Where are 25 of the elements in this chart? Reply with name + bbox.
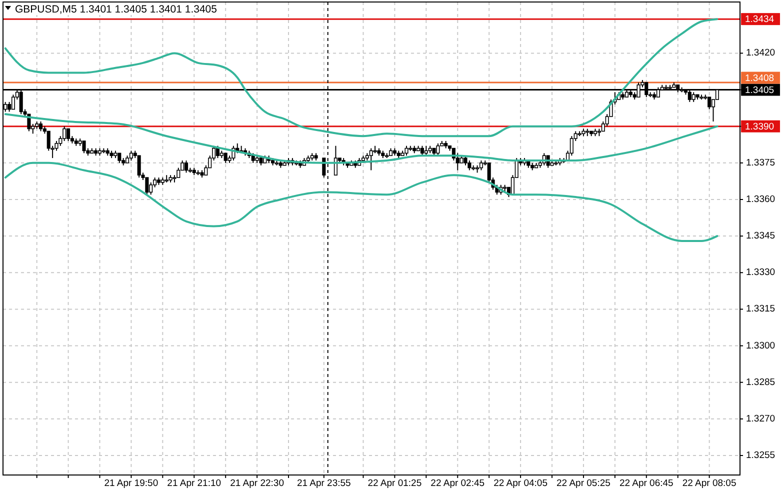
x-tick-label: 22 Apr 04:05 xyxy=(494,478,548,489)
ref-line-label: 1.3434 xyxy=(745,14,774,26)
ref-line-label: 1.3408 xyxy=(745,72,774,84)
y-tick-label: 1.3375 xyxy=(746,157,776,168)
x-tick-label: 22 Apr 08:05 xyxy=(682,478,736,489)
x-tick-label: 21 Apr 23:55 xyxy=(296,478,351,489)
y-tick-label: 1.3300 xyxy=(746,340,776,352)
y-tick-label: 1.3255 xyxy=(746,450,776,462)
ref-line-label: 1.3390 xyxy=(745,121,774,132)
ref-line-label: 1.3405 xyxy=(745,84,774,96)
x-tick-label: 22 Apr 06:45 xyxy=(619,478,674,489)
x-tick-label: 21 Apr 22:30 xyxy=(230,478,284,489)
x-tick-label: 22 Apr 01:25 xyxy=(368,478,422,489)
y-tick-label: 1.3330 xyxy=(746,267,776,278)
x-tick-label: 22 Apr 02:45 xyxy=(430,478,485,489)
x-tick-label: 21 Apr 21:10 xyxy=(167,478,222,489)
y-tick-label: 1.3270 xyxy=(746,413,776,424)
chart-title: GBPUSD,M5 1.3401 1.3405 1.3401 1.3405 xyxy=(15,3,218,16)
y-tick-label: 1.3285 xyxy=(746,376,776,388)
y-tick-label: 1.3315 xyxy=(746,304,776,315)
y-tick-label: 1.3345 xyxy=(746,230,776,242)
y-tick-label: 1.3420 xyxy=(746,48,776,59)
y-tick-label: 1.3360 xyxy=(746,194,776,206)
x-tick-label: 21 Apr 19:50 xyxy=(104,478,158,489)
x-tick-label: 22 Apr 05:25 xyxy=(556,478,610,489)
